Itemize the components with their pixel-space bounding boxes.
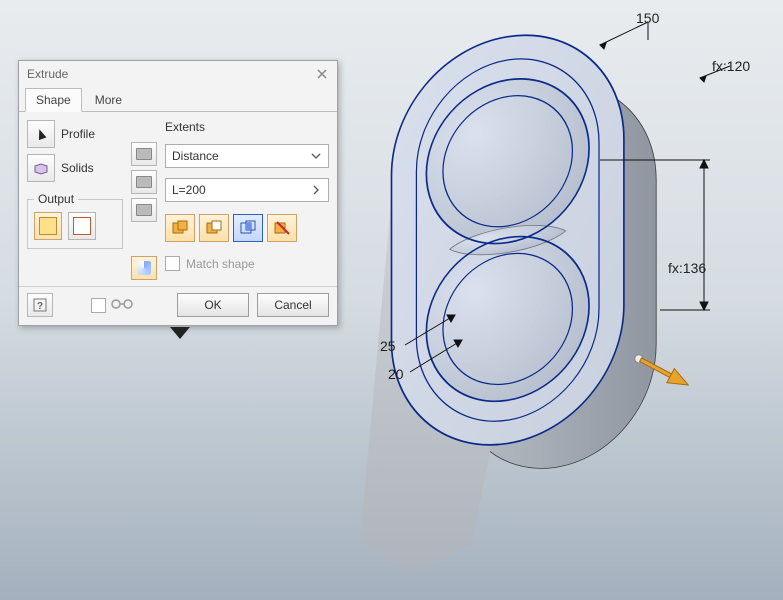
- chevron-down-icon: [308, 148, 324, 164]
- bool-intersect-icon[interactable]: [233, 214, 263, 242]
- pick-profile-icon[interactable]: [27, 120, 55, 148]
- dialog-anchor-arrow-icon: [170, 327, 190, 339]
- cancel-button[interactable]: Cancel: [257, 293, 329, 317]
- extents-distance-input[interactable]: L=200: [165, 178, 329, 202]
- svg-text:?: ?: [37, 301, 43, 312]
- extents-mode-value: Distance: [172, 149, 219, 163]
- magic-icon[interactable]: [131, 256, 157, 280]
- close-icon[interactable]: [313, 65, 331, 83]
- match-shape-checkbox[interactable]: [165, 256, 180, 271]
- output-legend: Output: [34, 192, 78, 206]
- tab-shape[interactable]: Shape: [25, 88, 82, 112]
- profile-label: Profile: [61, 127, 95, 141]
- dim-fx120: fx:120: [712, 58, 750, 74]
- output-surface-icon[interactable]: [68, 212, 96, 240]
- dialog-tabs: Shape More: [19, 87, 337, 112]
- dim-20: 20: [388, 366, 404, 382]
- dialog-titlebar[interactable]: Extrude: [19, 61, 337, 87]
- extents-distance-value: L=200: [172, 183, 206, 197]
- preview-checkbox[interactable]: [91, 298, 106, 313]
- extents-label: Extents: [165, 120, 329, 134]
- direction-1-icon[interactable]: [131, 142, 157, 166]
- dim-fx136: fx:136: [668, 260, 706, 276]
- match-shape-label: Match shape: [186, 257, 255, 271]
- solids-label: Solids: [61, 161, 94, 175]
- dialog-title: Extrude: [27, 67, 68, 81]
- tab-more[interactable]: More: [84, 88, 133, 112]
- extrude-dialog: Extrude Shape More Profile Solids: [18, 60, 338, 326]
- direction-2-icon[interactable]: [131, 170, 157, 194]
- ok-button[interactable]: OK: [177, 293, 249, 317]
- viewport: { "dialog": { "title": "Extrude", "tabs"…: [0, 0, 783, 600]
- bool-newsolid-icon[interactable]: [267, 214, 297, 242]
- bool-join-icon[interactable]: [165, 214, 195, 242]
- extents-mode-combo[interactable]: Distance: [165, 144, 329, 168]
- output-solid-icon[interactable]: [34, 212, 62, 240]
- dim-25: 25: [380, 338, 396, 354]
- glasses-icon: [110, 298, 134, 313]
- bool-cut-icon[interactable]: [199, 214, 229, 242]
- direction-sym-icon[interactable]: [131, 198, 157, 222]
- dim-150: 150: [636, 10, 659, 26]
- chevron-right-icon: [308, 182, 324, 198]
- help-button[interactable]: ?: [27, 293, 53, 317]
- output-group: Output: [27, 192, 123, 249]
- pick-solids-icon[interactable]: [27, 154, 55, 182]
